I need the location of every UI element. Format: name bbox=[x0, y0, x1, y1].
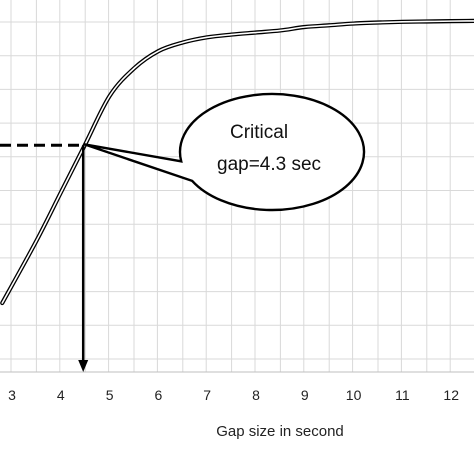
x-tick-label-12: 12 bbox=[443, 387, 459, 403]
x-axis-title: Gap size in second bbox=[216, 423, 344, 440]
x-tick-label-10: 10 bbox=[346, 387, 362, 403]
x-tick-labels: 3 4 5 6 7 8 9 10 11 12 bbox=[8, 387, 459, 403]
x-tick-label-5: 5 bbox=[106, 387, 114, 403]
x-tick-label-3: 3 bbox=[8, 387, 16, 403]
callout-line-2: gap=4.3 sec bbox=[217, 154, 321, 175]
critical-gap-markers bbox=[0, 143, 89, 372]
x-tick-label-7: 7 bbox=[203, 387, 211, 403]
callout-bubble bbox=[83, 92, 366, 212]
down-arrow-icon bbox=[78, 360, 89, 372]
x-tick-label-11: 11 bbox=[395, 387, 410, 403]
x-tick-label-4: 4 bbox=[57, 387, 65, 403]
x-tick-label-9: 9 bbox=[301, 387, 309, 403]
x-tick-label-6: 6 bbox=[155, 387, 163, 403]
callout: Critical gap=4.3 sec bbox=[83, 92, 366, 212]
callout-line-1: Critical bbox=[230, 122, 288, 143]
x-tick-label-8: 8 bbox=[252, 387, 260, 403]
